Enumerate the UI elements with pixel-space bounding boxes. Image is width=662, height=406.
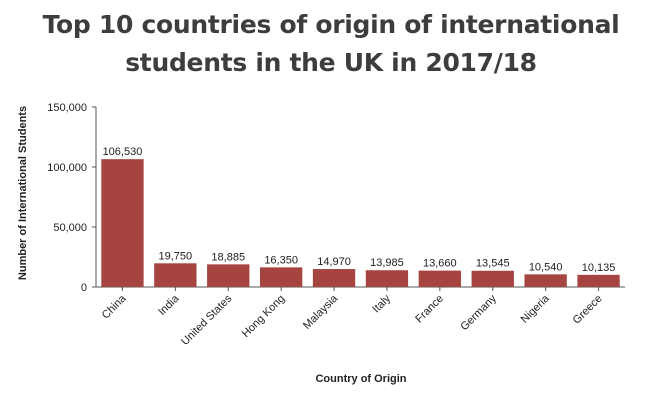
- bar: [577, 274, 620, 287]
- x-tick-label: Hong Kong: [240, 293, 287, 340]
- data-label: 13,545: [476, 258, 510, 270]
- data-label: 16,350: [264, 254, 298, 266]
- x-tick-label: United States: [179, 292, 235, 348]
- x-tick-label: Nigeria: [519, 292, 553, 326]
- y-axis-title-group: Number of International Students: [17, 106, 29, 280]
- bar: [365, 270, 409, 287]
- data-label: 13,660: [423, 258, 457, 270]
- y-axis-title: Number of International Students: [17, 106, 29, 280]
- bar: [154, 263, 197, 287]
- data-label: 10,135: [582, 262, 616, 274]
- y-tick-label: 0: [81, 282, 87, 294]
- x-axis-title: Country of Origin: [315, 373, 406, 385]
- x-tick-label: Italy: [370, 292, 393, 315]
- x-tick-label: Malaysia: [301, 292, 341, 332]
- x-tick-label: France: [413, 293, 446, 326]
- y-tick-label: 50,000: [53, 222, 87, 234]
- chart-title: Top 10 countries of origin of internatio…: [0, 6, 662, 82]
- data-label: 106,530: [103, 146, 143, 158]
- chart-title-line-2: students in the UK in 2017/18: [125, 48, 537, 77]
- bar: [418, 270, 462, 287]
- x-tick-label: China: [100, 292, 129, 321]
- data-label: 18,885: [211, 251, 245, 263]
- x-tick-label: Germany: [458, 292, 499, 333]
- data-label: 13,985: [370, 257, 404, 269]
- x-tick-label: India: [156, 292, 182, 318]
- x-tick-label: Greece: [571, 293, 605, 327]
- data-label: 14,970: [317, 256, 351, 268]
- data-label: 19,750: [159, 250, 193, 262]
- bar: [471, 270, 514, 287]
- bar: [101, 159, 144, 287]
- chart-title-line-1: Top 10 countries of origin of internatio…: [42, 10, 620, 39]
- y-tick-label: 100,000: [47, 162, 87, 174]
- plot-area: 0 50,000 100,000 150,000 106,530 China 19,750 I…: [47, 102, 625, 348]
- data-label: 10,540: [529, 261, 563, 273]
- bar: [524, 274, 567, 287]
- y-tick-label: 150,000: [47, 102, 87, 114]
- bar: [259, 267, 303, 287]
- bar: [207, 264, 250, 287]
- bar: [312, 269, 356, 287]
